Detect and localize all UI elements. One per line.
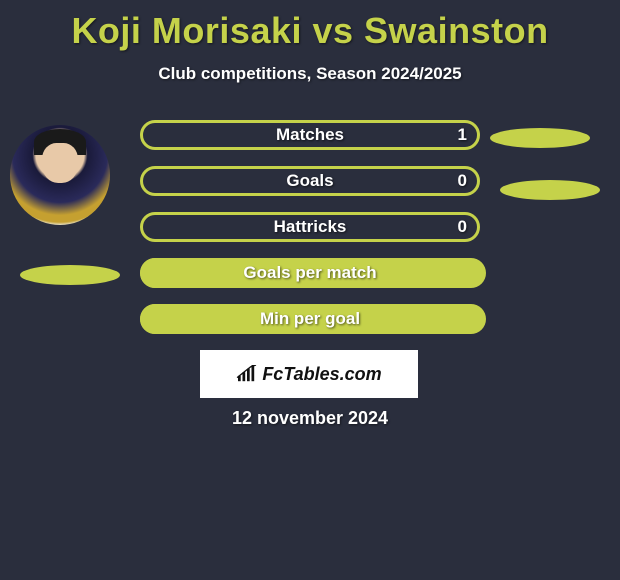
stat-bar-label: Min per goal xyxy=(143,307,477,331)
page-subtitle: Club competitions, Season 2024/2025 xyxy=(0,64,620,84)
logo-box: FcTables.com xyxy=(200,350,418,398)
stat-bar: Min per goal xyxy=(140,304,480,334)
stat-bar-value: 1 xyxy=(458,123,467,147)
avatar-shadow-right-2 xyxy=(500,180,600,200)
logo-text: FcTables.com xyxy=(262,364,381,385)
avatar-shadow-right-1 xyxy=(490,128,590,148)
stat-bar: Goals 0 xyxy=(140,166,480,196)
stat-bars: Matches 1 Goals 0 Hattricks 0 Goals per … xyxy=(140,120,480,350)
bar-chart-icon xyxy=(236,365,258,383)
date-text: 12 november 2024 xyxy=(0,408,620,429)
stat-bar-value: 0 xyxy=(458,169,467,193)
player-avatar-left xyxy=(10,125,110,225)
stat-bar-label: Goals per match xyxy=(143,261,477,285)
avatar-shadow-left xyxy=(20,265,120,285)
stat-bar-label: Hattricks xyxy=(143,215,477,239)
stat-bar: Matches 1 xyxy=(140,120,480,150)
stat-bar: Hattricks 0 xyxy=(140,212,480,242)
stat-bar-value: 0 xyxy=(458,215,467,239)
stat-bar-label: Matches xyxy=(143,123,477,147)
page-title: Koji Morisaki vs Swainston xyxy=(0,0,620,52)
stat-bar: Goals per match xyxy=(140,258,480,288)
stat-bar-label: Goals xyxy=(143,169,477,193)
